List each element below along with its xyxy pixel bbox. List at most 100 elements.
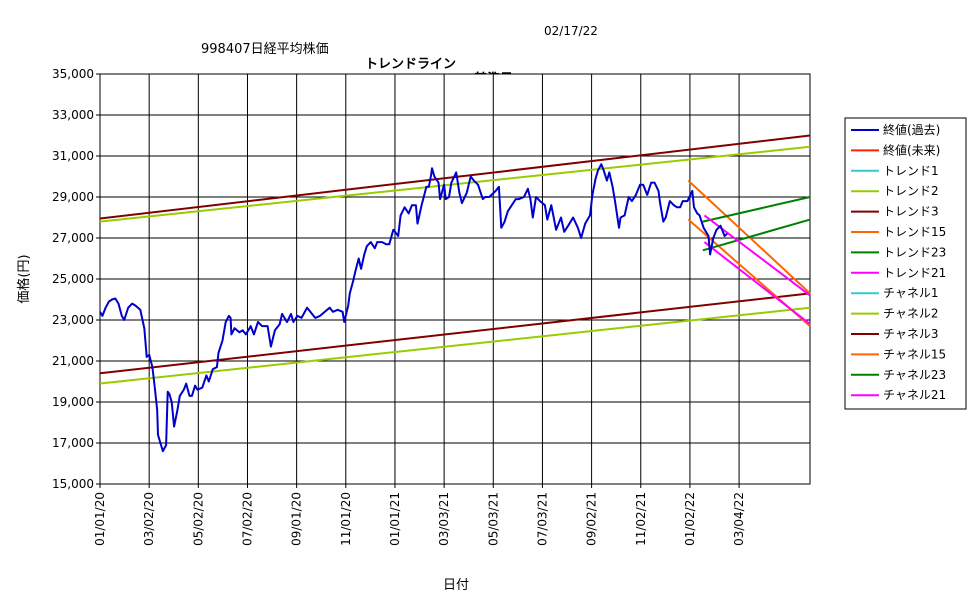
close-price-point	[148, 354, 150, 356]
close-price-point	[618, 227, 620, 229]
close-price-point	[270, 346, 272, 348]
close-price-point	[127, 307, 129, 309]
close-price-point	[196, 389, 199, 391]
close-price-point	[657, 190, 660, 192]
close-price-point	[404, 206, 406, 208]
close-price-point	[470, 175, 472, 178]
close-price-point	[659, 202, 661, 204]
close-price-point	[228, 315, 230, 317]
close-price-point	[691, 190, 693, 192]
close-price-point	[216, 366, 218, 368]
close-price-point	[612, 186, 614, 188]
close-price-point	[515, 198, 517, 200]
close-price-point	[286, 321, 288, 323]
close-price-point	[686, 200, 689, 202]
close-price-point	[376, 241, 378, 243]
close-price-point	[628, 196, 630, 198]
close-price-point	[309, 311, 311, 313]
close-price-point	[188, 395, 191, 397]
close-price-point	[535, 196, 537, 198]
y-tick-label: 15,000	[52, 477, 94, 491]
close-price-point	[646, 194, 648, 196]
close-price-point	[360, 268, 362, 270]
y-tick-label: 23,000	[52, 313, 94, 327]
close-price-point	[430, 173, 432, 175]
x-tick-label: 05/02/20	[191, 492, 205, 546]
close-price-point	[131, 303, 133, 305]
close-price-point	[370, 241, 372, 243]
close-price-point	[245, 333, 247, 335]
close-price-point	[597, 169, 599, 171]
close-price-point	[703, 227, 705, 229]
close-price-point	[595, 178, 597, 180]
close-price-point	[300, 317, 303, 319]
close-price-point	[416, 223, 419, 225]
close-price-point	[111, 298, 113, 301]
close-price-point	[332, 311, 334, 313]
close-price-point	[408, 212, 410, 214]
close-price-point	[194, 385, 196, 387]
close-price-point	[168, 393, 170, 395]
close-price-point	[600, 163, 602, 165]
close-price-point	[511, 204, 513, 206]
close-price-point	[726, 233, 728, 235]
close-price-line	[99, 163, 728, 453]
close-price-point	[620, 216, 622, 219]
close-price-point	[445, 198, 447, 200]
close-price-point	[603, 169, 605, 171]
close-price-point	[546, 219, 548, 221]
close-price-point	[518, 198, 520, 200]
close-price-point	[482, 198, 484, 200]
close-price-point	[292, 321, 294, 323]
legend-label: トレンド15	[883, 225, 946, 239]
y-tick-label: 29,000	[52, 190, 94, 204]
close-price-point	[450, 182, 452, 184]
close-price-point	[176, 409, 178, 411]
x-tick-label: 09/01/20	[290, 492, 304, 546]
close-price-point	[257, 321, 259, 323]
close-price-point	[347, 305, 349, 307]
close-price-point	[349, 292, 351, 294]
close-price-point	[500, 227, 502, 229]
close-price-point	[230, 333, 232, 335]
close-price-point	[208, 380, 210, 383]
trend-line	[702, 218, 811, 252]
close-price-point	[635, 194, 637, 196]
close-price-point	[250, 325, 252, 327]
close-price-point	[662, 221, 664, 223]
close-price-point	[498, 186, 500, 188]
close-price-point	[437, 182, 440, 184]
close-price-point	[117, 303, 120, 305]
close-price-point	[550, 204, 552, 206]
close-price-point	[343, 321, 345, 323]
close-price-point	[105, 307, 107, 309]
x-tick-label: 09/02/21	[585, 492, 599, 546]
close-price-point	[624, 214, 626, 216]
close-price-point	[267, 325, 269, 327]
close-price-point	[306, 307, 308, 309]
close-price-point	[715, 229, 718, 231]
close-price-point	[650, 182, 652, 184]
close-price-point	[358, 257, 360, 260]
y-tick-label: 25,000	[52, 272, 94, 286]
x-tick-label: 03/02/20	[142, 492, 156, 546]
close-price-point	[676, 206, 678, 208]
close-price-point	[458, 192, 460, 194]
close-price-point	[488, 196, 490, 198]
x-tick-label: 01/02/22	[683, 492, 697, 546]
close-price-point	[179, 395, 181, 397]
close-price-point	[682, 200, 684, 202]
close-price-point	[709, 253, 711, 255]
close-price-point	[577, 227, 579, 229]
close-price-point	[523, 196, 525, 198]
close-price-point	[461, 202, 463, 204]
close-price-point	[712, 237, 714, 239]
trend-line	[702, 196, 811, 223]
close-price-point	[665, 216, 667, 219]
x-tick-label: 07/03/21	[535, 492, 549, 546]
close-price-point	[173, 426, 175, 428]
close-price-point	[167, 391, 169, 393]
close-price-point	[274, 329, 276, 331]
close-price-point	[614, 200, 616, 202]
